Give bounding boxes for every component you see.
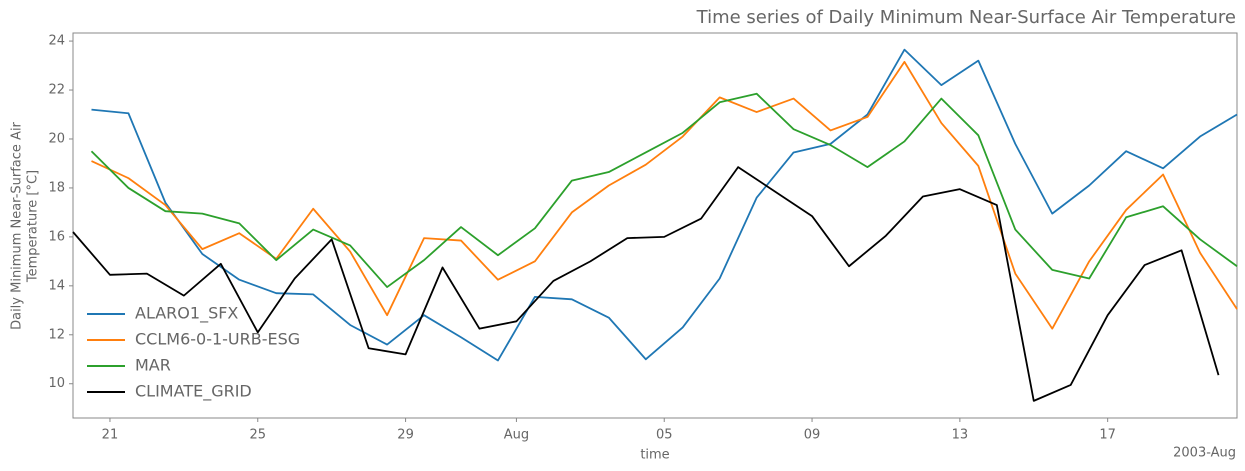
y-tick-label: 10 (48, 376, 65, 391)
y-tick-label: 14 (48, 278, 65, 293)
series-line (90, 92, 1238, 288)
series-line (72, 166, 1220, 402)
legend-label: CCLM6-0-1-URB-ESG (135, 330, 300, 349)
x-tick-label: 21 (102, 428, 119, 443)
series-line (91, 48, 1238, 362)
series-line (91, 60, 1238, 330)
y-axis-label: Daily Minimum Near-Surface Air (10, 121, 25, 329)
chart-title: Time series of Daily Minimum Near-Surfac… (696, 7, 1236, 28)
y-tick-label: 16 (48, 229, 65, 244)
y-tick-label: 12 (48, 327, 65, 342)
legend-label: MAR (135, 356, 171, 375)
x-tick-label: 17 (1099, 428, 1116, 443)
legend-label: CLIMATE_GRID (135, 382, 252, 402)
y-tick-label: 22 (48, 83, 65, 98)
x-tick-label: 05 (656, 428, 673, 443)
x-axis-label: time (640, 448, 669, 463)
y-tick-label: 20 (48, 131, 65, 146)
x-tick-label: 25 (249, 428, 266, 443)
legend-label: ALARO1_SFX (135, 304, 238, 324)
plot-frame (72, 32, 1238, 419)
x-tick-label: 09 (804, 428, 821, 443)
x-tick-label: 13 (952, 428, 969, 443)
y-tick-label: 24 (48, 34, 65, 49)
y-tick-label: 18 (48, 180, 65, 195)
x-offset-label: 2003-Aug (1173, 446, 1236, 461)
y-axis-label: Temperature [°C] (26, 170, 41, 283)
x-tick-label: 29 (397, 428, 414, 443)
x-tick-label: Aug (504, 428, 529, 443)
